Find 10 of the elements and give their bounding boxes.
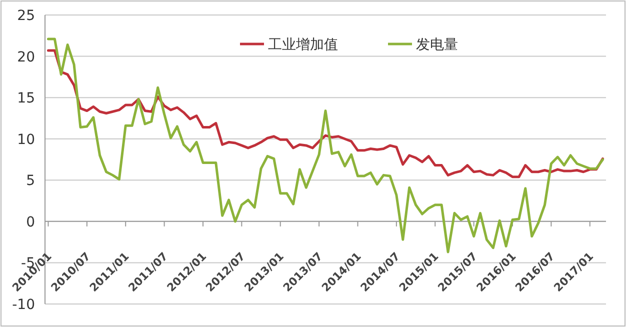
line-series — [46, 38, 604, 254]
y-tick-label: 10 — [17, 132, 35, 148]
legend-label: 发电量 — [416, 37, 458, 53]
y-tick-label: 20 — [17, 49, 35, 66]
y-tick-label: 15 — [17, 90, 35, 107]
legend-label: 工业增加值 — [268, 37, 338, 53]
y-tick-label: 25 — [17, 8, 35, 24]
y-tick-label: 5 — [26, 173, 35, 190]
y-tick-label: -10 — [12, 297, 35, 313]
y-tick-label: 0 — [26, 214, 35, 230]
